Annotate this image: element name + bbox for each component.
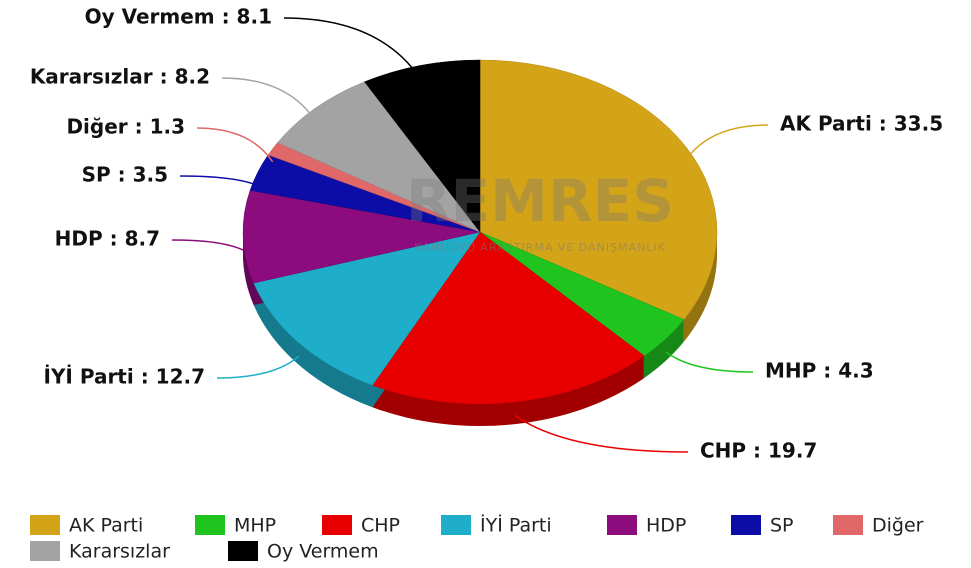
watermark-subtitle: KAMUOYU ARAŞTIRMA VE DANIŞMANLIK <box>414 241 666 254</box>
legend-label: HDP <box>646 515 686 537</box>
slice <box>242 189 481 284</box>
data-label: CHP : 19.7 <box>700 439 817 463</box>
watermark: REMRES <box>406 167 674 235</box>
leader-line <box>221 77 317 122</box>
data-label: HDP : 8.7 <box>55 227 160 251</box>
legend-swatch <box>228 541 258 561</box>
slice <box>372 231 645 405</box>
legend-label: CHP <box>361 515 400 537</box>
legend-swatch <box>833 515 863 535</box>
legend-swatch <box>607 515 637 535</box>
legend-label: Kararsızlar <box>69 541 170 563</box>
leader-line <box>665 351 754 373</box>
data-label: AK Parti : 33.5 <box>780 112 943 136</box>
legend-label: SP <box>770 515 794 537</box>
leader-line <box>283 17 421 80</box>
legend-swatch <box>441 515 471 535</box>
data-label: SP : 3.5 <box>82 163 168 187</box>
leader-line <box>514 414 689 453</box>
leader-line <box>216 355 300 379</box>
slice <box>253 231 481 386</box>
slice <box>277 81 481 233</box>
leader-line <box>196 127 274 163</box>
data-label: Oy Vermem : 8.1 <box>85 5 272 29</box>
leader-line <box>171 239 244 251</box>
legend-swatch <box>30 515 60 535</box>
data-label: Diğer : 1.3 <box>66 115 185 139</box>
data-label: MHP : 4.3 <box>765 359 874 383</box>
legend-label: İYİ Parti <box>480 514 552 537</box>
legend-label: Diğer <box>872 515 924 537</box>
legend-swatch <box>30 541 60 561</box>
legend-swatch <box>731 515 761 535</box>
legend-swatch <box>195 515 225 535</box>
legend-label: AK Parti <box>69 515 143 537</box>
slice <box>364 59 481 233</box>
data-label: İYİ Parti : 12.7 <box>44 365 206 389</box>
leader-line <box>685 124 769 161</box>
legend-swatch <box>322 515 352 535</box>
data-label: Kararsızlar : 8.2 <box>30 65 210 89</box>
slice <box>479 59 718 320</box>
leader-line <box>179 175 259 187</box>
legend-label: MHP <box>234 515 276 537</box>
legend-label: Oy Vermem <box>267 541 379 563</box>
